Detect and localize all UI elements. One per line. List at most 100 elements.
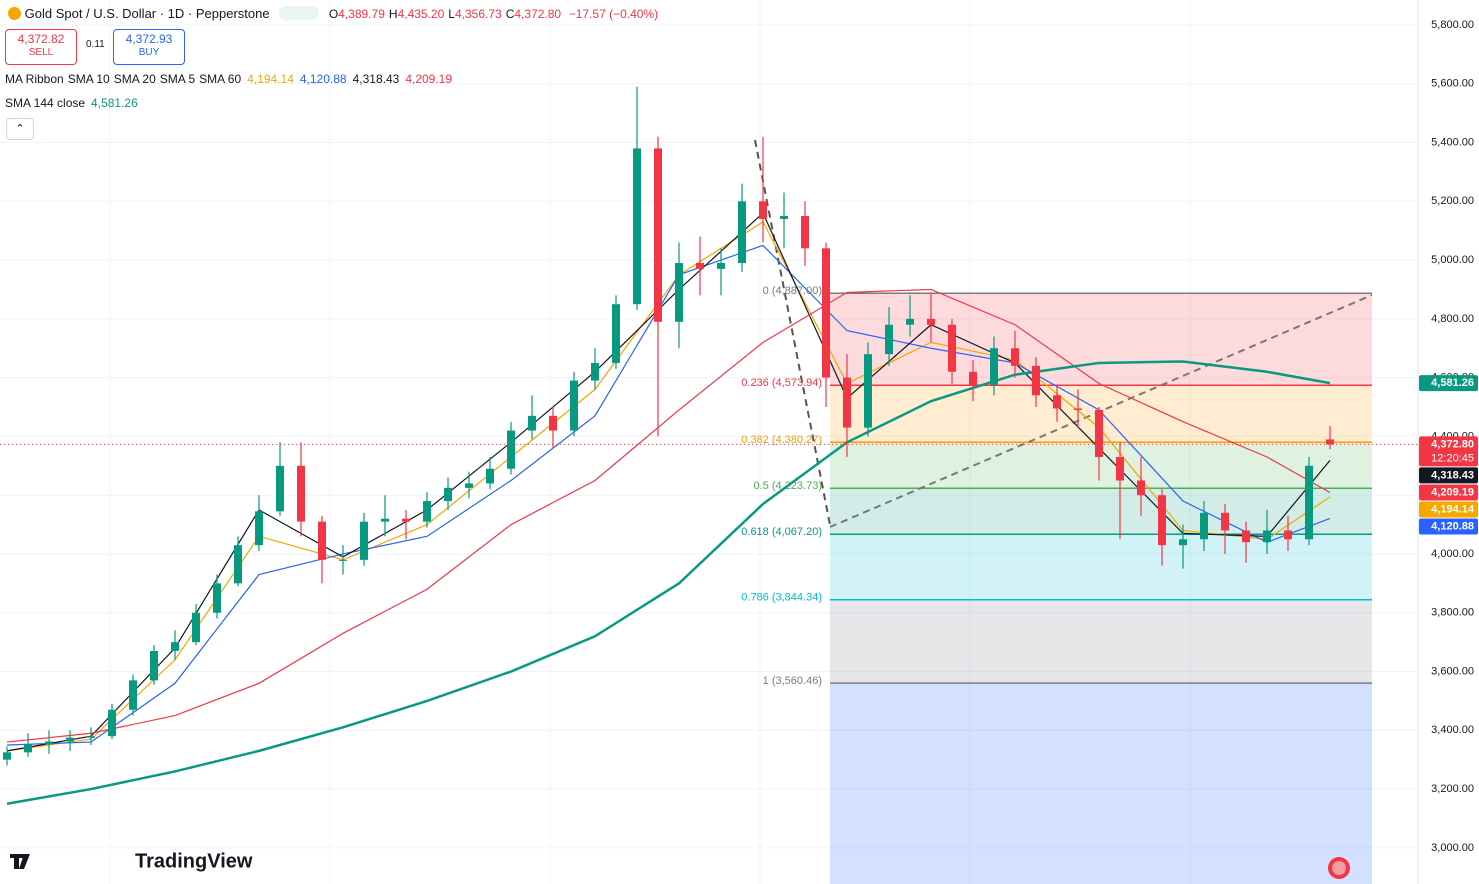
ohlc-key: L (448, 7, 455, 21)
ma-line (6, 360, 1331, 806)
candle-body (591, 362, 599, 381)
candle-body (738, 201, 746, 264)
ma-value: 4,581.26 (91, 96, 138, 110)
fib-label: 0.236 (4,573.94) (741, 377, 822, 389)
candle-body (1074, 408, 1082, 410)
price-tag-label: 4,581.26 (1431, 377, 1474, 389)
ma-name: SMA 20 (113, 72, 156, 86)
candle-body (3, 752, 11, 760)
candle-body (507, 430, 515, 469)
candle-body (486, 468, 494, 484)
y-tick-label: 3,000.00 (1431, 842, 1474, 854)
candle-body (654, 148, 662, 322)
price-tag-label: 4,194.14 (1431, 503, 1475, 515)
logo: TradingView (135, 850, 253, 872)
candle-body (276, 465, 284, 512)
ohlc-key: O (328, 7, 339, 21)
trend-line (754, 139, 831, 526)
candle-body (381, 518, 389, 522)
indicator-name: MA Ribbon (5, 72, 64, 86)
y-tick-label: 5,800.00 (1431, 19, 1474, 31)
fib-label: 0.786 (3,844.34) (741, 592, 822, 604)
candle-body (87, 736, 95, 738)
candle-body (1095, 409, 1103, 457)
candle-body (801, 216, 809, 249)
candle-body (927, 318, 935, 325)
ma-name: SMA 144 close (5, 96, 86, 110)
buy-button[interactable]: 4,372.93 BUY (113, 29, 185, 65)
y-tick-label: 4,800.00 (1431, 313, 1474, 325)
price-tag (1419, 375, 1478, 392)
price-tag (1419, 501, 1478, 518)
candle-body (612, 304, 620, 363)
ma-value: 4,318.43 (352, 72, 400, 86)
price-tag (1419, 518, 1478, 535)
ma-name: SMA 5 (159, 72, 196, 86)
price-tag (1419, 484, 1478, 501)
candle-body (1221, 512, 1229, 531)
candle-body (465, 483, 473, 488)
candle-body (1242, 530, 1250, 543)
status-badge[interactable] (279, 6, 320, 20)
candle-body (1137, 480, 1145, 496)
ma-value: 4,209.19 (405, 72, 453, 86)
candle-body (213, 583, 221, 613)
ma-value: 4,120.88 (299, 72, 347, 86)
candle-body (780, 216, 788, 219)
fib-zone (830, 293, 1372, 386)
candle-body (444, 487, 452, 502)
candle-body (297, 465, 305, 522)
buy-label: BUY (138, 47, 160, 58)
candle-body (360, 521, 368, 560)
fib-zone (830, 534, 1372, 600)
ma-value: 4,194.14 (247, 72, 294, 86)
candle-body (1200, 512, 1208, 540)
y-tick-label: 3,400.00 (1431, 724, 1474, 736)
candle-body (1326, 439, 1334, 445)
candle-body (45, 741, 53, 745)
candle-body (66, 737, 74, 742)
candle-body (402, 518, 410, 522)
ma-line (6, 288, 1331, 743)
ohlc-key: C (505, 7, 515, 21)
header: Gold Spot / U.S. Dollar · 1D · Peppersto… (8, 6, 658, 21)
sell-price: 4,372.82 (17, 32, 65, 46)
candle-body (759, 201, 767, 219)
candle-body (1284, 530, 1292, 540)
fib-label: 1 (3,560.46) (763, 675, 822, 687)
candle-body (969, 371, 977, 385)
candle-body (192, 612, 200, 643)
fib-label: 0.618 (4,067.20) (741, 526, 822, 538)
ohlc: O4,389.79 H4,435.20 L4,356.73 C4,372.80 (329, 7, 565, 21)
symbol-icon (8, 7, 21, 20)
candle-body (570, 380, 578, 431)
candle-body (990, 348, 998, 385)
ohlc-key: H (388, 7, 398, 21)
price-tag-label: 4,372.80 (1431, 438, 1474, 450)
candle-body (108, 709, 116, 737)
price-tag-label: 4,318.43 (1431, 469, 1474, 481)
candle-body (906, 318, 914, 325)
candle-body (1305, 465, 1313, 540)
sell-button[interactable]: 4,372.82 SELL (5, 29, 77, 65)
spread: 0.11 (86, 39, 105, 50)
buy-price: 4,372.93 (125, 32, 173, 46)
candle-body (318, 521, 326, 560)
candle-body (255, 511, 263, 546)
fib-label: 0.382 (4,380.27) (741, 434, 822, 446)
countdown: 12:20:45 (1431, 452, 1474, 464)
fib-zone (830, 488, 1372, 535)
y-tick-label: 3,200.00 (1431, 783, 1474, 795)
fib-zone (830, 599, 1372, 684)
fib-label: 0 (4,887.00) (763, 285, 822, 297)
candle-body (549, 415, 557, 431)
y-tick-label: 3,800.00 (1431, 607, 1474, 619)
ohlc-value: 4,372.80 (514, 7, 562, 21)
candle-body (843, 377, 851, 428)
collapse-button[interactable]: ⌃ (6, 118, 34, 140)
candle-body (1158, 495, 1166, 546)
candle-body (1053, 395, 1061, 409)
ohlc-value: 4,389.79 (338, 7, 385, 21)
candle-body (129, 680, 137, 710)
